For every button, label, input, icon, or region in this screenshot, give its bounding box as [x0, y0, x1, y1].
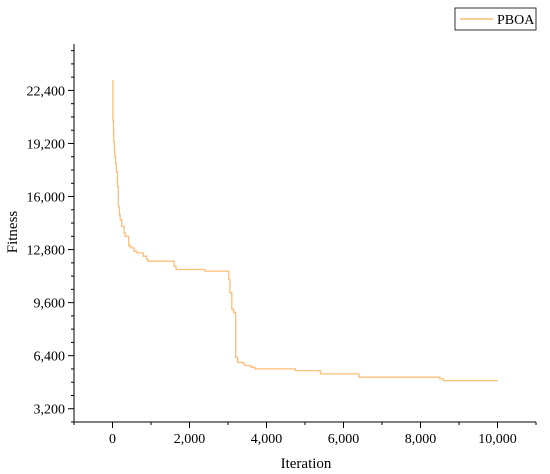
ticks: 0 2,000 4,000 6,000 8,000 10,000 3,200 6,400 9,6… [27, 50, 537, 447]
y-tick-label: 3,200 [34, 403, 66, 418]
plot-area [112, 79, 498, 382]
y-tick-label: 12,800 [27, 244, 66, 259]
x-tick-label: 6,000 [328, 432, 360, 447]
x-axis-title: Iteration [281, 456, 332, 472]
x-tick-label: 4,000 [251, 432, 283, 447]
y-tick-label: 19,200 [27, 137, 66, 152]
y-tick-label: 22,400 [27, 84, 66, 99]
legend-label: PBOA [497, 13, 535, 28]
series-line-pboa [112, 79, 498, 382]
y-tick-label: 6,400 [34, 350, 66, 365]
legend: PBOA [454, 7, 537, 31]
x-tick-label: 10,000 [478, 432, 517, 447]
x-tick-label: 8,000 [405, 432, 437, 447]
axes [73, 44, 536, 423]
y-tick-label: 9,600 [34, 297, 66, 312]
y-axis-title: Fitness [5, 211, 21, 254]
y-tick-label: 16,000 [27, 191, 66, 206]
x-tick-label: 2,000 [174, 432, 206, 447]
x-tick-label: 0 [109, 432, 116, 447]
legend-box [454, 7, 537, 31]
